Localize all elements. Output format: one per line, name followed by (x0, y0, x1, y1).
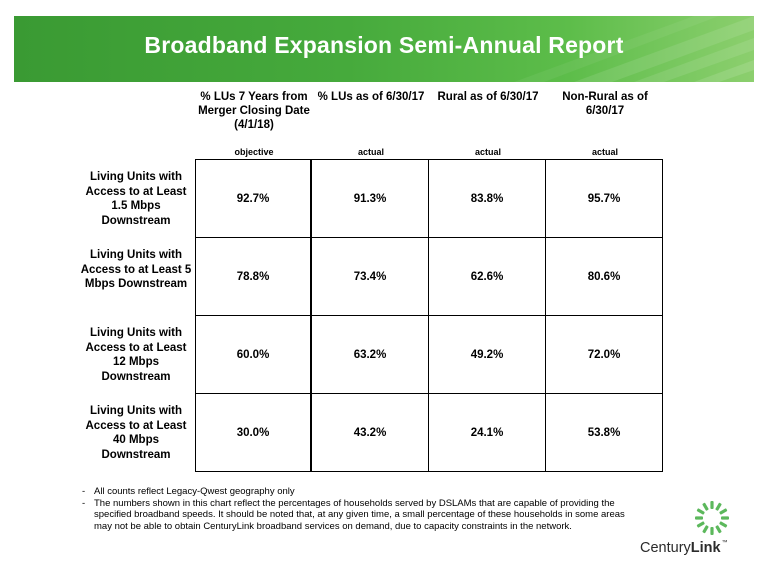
page-title: Broadband Expansion Semi-Annual Report (144, 32, 624, 58)
logo-trademark: ™ (721, 540, 728, 546)
table-cell: 63.2% (310, 315, 429, 394)
table-row: 92.7% 91.3% 83.8% 95.7% (195, 159, 663, 238)
logo-text-link: Link (690, 540, 721, 556)
footnotes: - All counts reflect Legacy-Qwest geogra… (80, 486, 640, 532)
column-header-lus-actual: % LUs as of 6/30/17 (317, 91, 425, 103)
table-row: 30.0% 43.2% 24.1% 53.8% (195, 393, 663, 472)
table-cell: 78.8% (195, 237, 312, 316)
row-label-5-mbps: Living Units with Access to at Least 5 M… (80, 249, 192, 290)
table-cell: 62.6% (428, 237, 546, 316)
table-cell: 49.2% (428, 315, 546, 394)
table-row: 78.8% 73.4% 62.6% 80.6% (195, 237, 663, 316)
footnote-text: The numbers shown in this chart reflect … (94, 497, 625, 532)
column-header-rural: Rural as of 6/30/17 (437, 91, 539, 103)
column-header-objective: % LUs 7 Years from Merger Closing Date (… (198, 91, 310, 131)
column-subheader: actual (357, 147, 384, 157)
row-label-1-5-mbps: Living Units with Access to at Least 1.5… (85, 171, 187, 227)
table-cell: 95.7% (545, 159, 663, 238)
table-cell: 72.0% (545, 315, 663, 394)
logo-text-century: Century (640, 540, 691, 556)
logo-wordmark: CenturyLink™ (640, 540, 758, 556)
table-cell: 53.8% (545, 393, 663, 472)
table-cell: 43.2% (310, 393, 429, 472)
footnote: - The numbers shown in this chart reflec… (80, 498, 640, 533)
column-subheader: objective (234, 147, 274, 157)
table-cell: 92.7% (195, 159, 312, 238)
table-cell: 60.0% (195, 315, 312, 394)
table-cell: 91.3% (310, 159, 429, 238)
table-cell: 83.8% (428, 159, 546, 238)
column-subheader: actual (474, 147, 501, 157)
footnote-bullet: - (82, 486, 86, 497)
table-row: 60.0% 63.2% 49.2% 72.0% (195, 315, 663, 394)
table-cell: 73.4% (310, 237, 429, 316)
footnote-bullet: - (82, 497, 86, 509)
table-cell: 30.0% (195, 393, 312, 472)
centurylink-burst-icon (695, 501, 729, 535)
banner-stripes-decoration (514, 16, 754, 82)
column-subheader: actual (591, 147, 618, 157)
row-label-12-mbps: Living Units with Access to at Least 12 … (85, 327, 187, 383)
table-cell: 80.6% (545, 237, 663, 316)
footnote: - All counts reflect Legacy-Qwest geogra… (80, 486, 640, 498)
title-banner: Broadband Expansion Semi-Annual Report (14, 16, 754, 82)
column-header-non-rural: Non-Rural as of 6/30/17 (562, 91, 648, 117)
row-label-40-mbps: Living Units with Access to at Least 40 … (85, 405, 187, 461)
table-cell: 24.1% (428, 393, 546, 472)
footnote-text: All counts reflect Legacy-Qwest geograph… (94, 486, 295, 497)
broadband-data-table: 92.7% 91.3% 83.8% 95.7% 78.8% 73.4% 62.6… (195, 159, 663, 472)
centurylink-logo: CenturyLink™ (640, 496, 758, 560)
